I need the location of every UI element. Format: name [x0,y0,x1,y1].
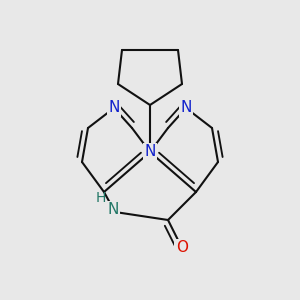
Text: N: N [180,100,192,116]
Text: O: O [176,241,188,256]
Text: H: H [96,191,106,205]
Text: N: N [107,202,119,217]
Text: N: N [108,100,120,116]
Text: N: N [144,145,156,160]
